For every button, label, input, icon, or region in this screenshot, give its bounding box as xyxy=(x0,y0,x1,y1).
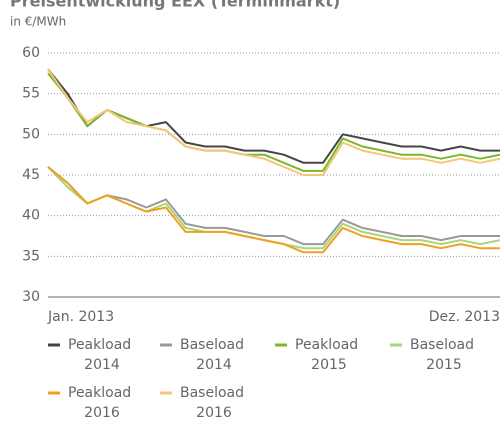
y-tick-label: 55 xyxy=(22,86,40,102)
y-tick-label: 60 xyxy=(22,45,40,61)
legend-label: Peakload 2014 xyxy=(68,337,131,373)
legend-label: Baseload 2016 xyxy=(180,385,244,421)
legend-label: Baseload 2015 xyxy=(410,337,474,373)
y-tick-label: 35 xyxy=(22,248,40,264)
legend-label: Peakload 2015 xyxy=(295,337,358,373)
series-line xyxy=(47,68,500,176)
series-line xyxy=(47,72,500,172)
series-line xyxy=(47,166,500,254)
chart-subtitle: in €/MWh xyxy=(10,15,66,29)
y-tick-label: 50 xyxy=(22,126,40,142)
y-tick-label: 45 xyxy=(22,167,40,183)
y-tick-label: 40 xyxy=(22,208,40,224)
x-tick-label: Jan. 2013 xyxy=(47,309,114,325)
y-tick-label: 30 xyxy=(22,289,40,305)
series-line xyxy=(47,166,500,246)
legend-label: Peakload 2016 xyxy=(68,385,131,421)
chart-title: Preisentwicklung EEX (Terminmarkt) xyxy=(10,0,340,11)
x-tick-label: Dez. 2013 xyxy=(429,309,500,325)
legend-label: Baseload 2014 xyxy=(180,337,244,373)
